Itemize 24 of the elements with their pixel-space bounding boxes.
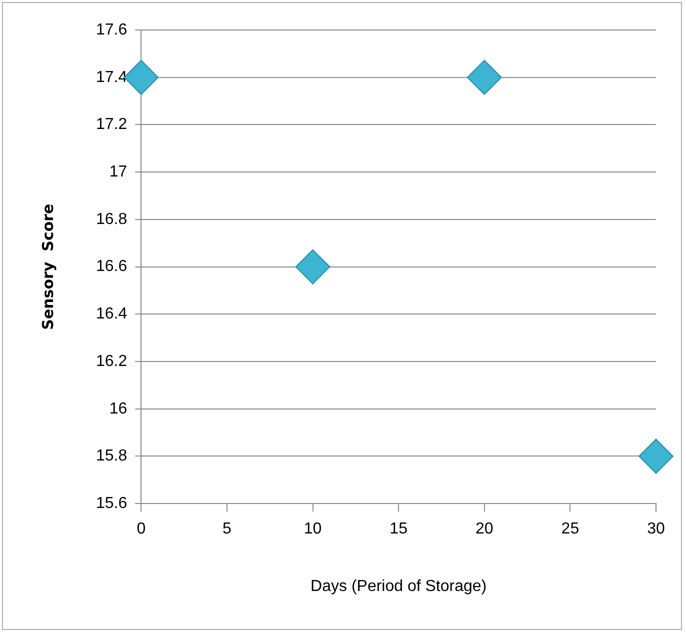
x-tick-label: 20 [475, 520, 494, 538]
y-axis-title: Sensory Score [38, 204, 57, 330]
x-tick-label: 15 [390, 520, 408, 538]
point [638, 438, 674, 474]
y-tick-label: 16.2 [96, 352, 128, 370]
x-tick-label: 30 [647, 520, 665, 538]
x-tick-label: 25 [561, 520, 580, 538]
y-tick-label: 17.4 [96, 68, 128, 86]
y-tick-label: 16.4 [96, 306, 128, 323]
point [295, 249, 330, 284]
y-tick-label: 15.8 [96, 448, 128, 465]
point [124, 60, 159, 95]
y-tick-label: 17.6 [96, 21, 128, 38]
x-tick-label: 10 [304, 520, 322, 538]
y-tick-label: 16.6 [96, 258, 128, 276]
y-tick-label: 16 [109, 400, 128, 418]
y-tick-label: 17.2 [96, 116, 128, 134]
point [466, 60, 502, 95]
x-tick-label: 0 [136, 520, 146, 538]
y-tick-label: 17 [109, 163, 128, 180]
x-axis-title: Days (Period of Storage) [310, 578, 487, 595]
y-tick-label: 16.8 [96, 210, 128, 228]
y-tick-label: 15.6 [96, 495, 128, 512]
x-tick-label: 5 [222, 520, 232, 538]
